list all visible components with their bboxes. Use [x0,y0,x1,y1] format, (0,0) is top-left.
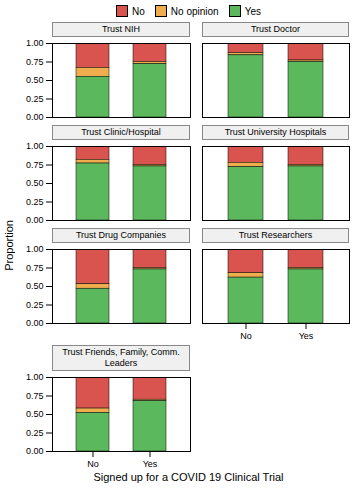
html-text:Trust Clinic/Hospital: Trust Clinic/Hospital [81,127,161,137]
svg-text:0.25: 0.25 [26,428,44,438]
svg-text:0.75: 0.75 [26,391,44,401]
html-text:Signed up for a COVID 19 Clini: Signed up for a COVID 19 Clinical Trial [93,471,284,483]
svg-text:No: No [240,331,252,341]
html-text:Trust University Hospitals: Trust University Hospitals [224,127,327,137]
svg-text:0.50: 0.50 [26,281,44,291]
svg-text:1.00: 1.00 [26,141,44,151]
html-text:Trust Drug Companies: Trust Drug Companies [75,230,167,240]
svg-text:1.00: 1.00 [26,244,44,254]
svg-text:0.00: 0.00 [26,112,44,121]
html-text:No opinion: No opinion [170,5,219,17]
svg-text:0.50: 0.50 [26,178,44,188]
svg-text:0.00: 0.00 [26,215,44,224]
svg-text:0.25: 0.25 [26,94,44,104]
svg-text:1.00: 1.00 [26,372,44,382]
html-text:Trust Doctor: Trust Doctor [250,24,301,34]
svg-text:Yes: Yes [143,459,158,469]
svg-text:0.50: 0.50 [26,75,44,85]
svg-text:0.25: 0.25 [26,300,44,310]
html-text:Yes: Yes [244,5,261,17]
svg-text:Yes: Yes [299,331,314,341]
html-text:Trust NIH: Trust NIH [101,24,141,34]
html-text:Proportion: Proportion [3,220,15,271]
svg-text:0.50: 0.50 [26,409,44,419]
html-text:Trust Friends, Family, Comm. L: Trust Friends, Family, Comm. Leaders [62,347,180,368]
svg-text:0.00: 0.00 [26,318,44,327]
svg-text:0.75: 0.75 [26,57,44,67]
svg-text:No: No [87,459,99,469]
html-text:Trust Researchers: Trust Researchers [238,230,313,240]
svg-text:0.25: 0.25 [26,197,44,207]
svg-text:0.75: 0.75 [26,160,44,170]
svg-text:0.00: 0.00 [26,446,44,456]
svg-text:1.00: 1.00 [26,38,44,48]
html-text:No: No [132,5,145,17]
svg-text:0.75: 0.75 [26,263,44,273]
